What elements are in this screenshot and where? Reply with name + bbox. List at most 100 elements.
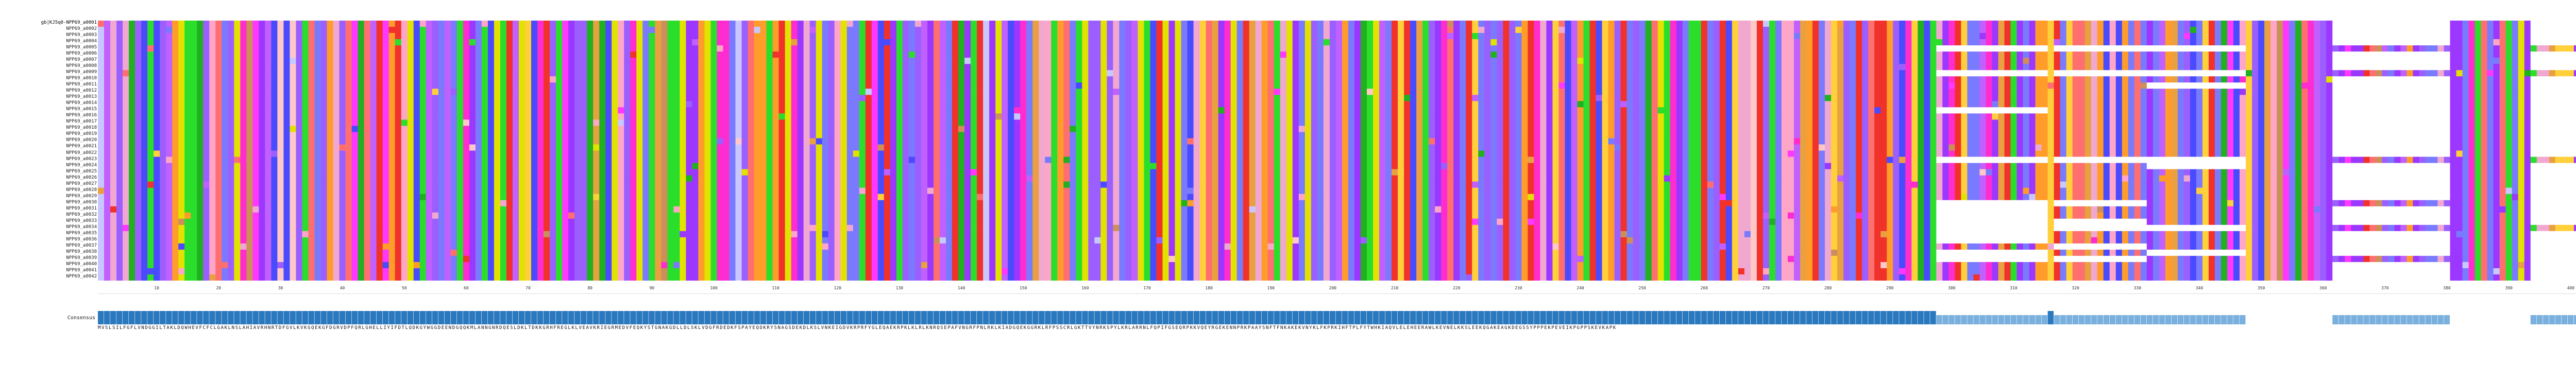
sequence-name[interactable]: NPP69_a0008 (66, 63, 97, 69)
residue-cell (351, 70, 359, 77)
sequence-name[interactable]: NPP69_a0037 (66, 243, 97, 248)
residue-cell (2419, 70, 2426, 77)
sequence-name[interactable]: NPP69_a0016 (66, 113, 97, 118)
residue-cell (432, 45, 439, 52)
residue-cell (1076, 82, 1082, 89)
sequence-name[interactable]: NPP69_a0003 (66, 32, 97, 38)
sequence-name[interactable]: NPP69_a0028 (66, 187, 97, 193)
sequence-name[interactable]: NPP69_a0027 (66, 181, 97, 186)
residue-cell (1323, 76, 1330, 83)
sequence-name[interactable]: NPP69_a0015 (66, 107, 97, 112)
sequence-name[interactable]: NPP69_a0042 (66, 273, 97, 279)
sequence-name[interactable]: NPP69_a0029 (66, 193, 97, 199)
residue-cell (160, 39, 166, 46)
sequence-name[interactable]: NPP69_a0031 (66, 205, 97, 211)
residue-cell (1645, 51, 1652, 58)
sequence-name[interactable]: NPP69_a0014 (66, 100, 97, 106)
residue-cell (927, 64, 934, 71)
alignment-matrix[interactable] (98, 21, 2576, 281)
residue-cell (865, 33, 872, 40)
sequence-name[interactable]: NPP69_a0040 (66, 261, 97, 267)
residue-cell (2016, 33, 2023, 40)
residue-cell (1206, 27, 1213, 33)
sequence-name[interactable]: NPP69_a0005 (66, 45, 97, 50)
sequence-name[interactable]: NPP69_a0019 (66, 131, 97, 137)
residue-cell (1657, 82, 1665, 89)
residue-cell (717, 64, 723, 71)
residue-cell (1713, 21, 1720, 27)
residue-cell (475, 70, 482, 77)
sequence-name[interactable]: NPP69_a0026 (66, 175, 97, 180)
residue-cell (605, 58, 612, 64)
sequence-name[interactable]: NPP69_a0021 (66, 144, 97, 149)
residue-cell (215, 33, 222, 40)
sequence-name[interactable]: gb|KJ5q0-NPP69_a0001 (41, 20, 97, 25)
residue-cell (197, 70, 204, 77)
residue-cell (1868, 64, 1875, 71)
residue-cell (1329, 70, 1336, 77)
residue-cell (178, 51, 185, 58)
sequence-name[interactable]: NPP69_a0007 (66, 57, 97, 63)
sequence-name[interactable]: NPP69_a0041 (66, 267, 97, 273)
sequence-name[interactable]: NPP69_a0025 (66, 168, 97, 174)
sequence-name[interactable]: NPP69_a0004 (66, 39, 97, 44)
sequence-name[interactable]: NPP69_a0017 (66, 119, 97, 125)
sequence-name[interactable]: NPP69_a0022 (66, 150, 97, 155)
sequence-name[interactable]: NPP69_a0024 (66, 162, 97, 168)
residue-cell (1255, 76, 1262, 83)
residue-cell (1447, 45, 1454, 52)
sequence-name[interactable]: NPP69_a0013 (66, 94, 97, 100)
residue-cell (2413, 51, 2419, 58)
residue-cell (2066, 89, 2073, 95)
residue-cell (2214, 33, 2222, 40)
residue-cell (1645, 82, 1652, 89)
residue-cell (358, 21, 365, 27)
residue-cell (1850, 51, 1856, 58)
sequence-name[interactable]: NPP69_a0020 (66, 137, 97, 143)
residue-cell (1738, 82, 1745, 89)
residue-cell (2524, 64, 2531, 71)
residue-cell (710, 45, 717, 52)
sequence-name[interactable]: NPP69_a0012 (66, 88, 97, 94)
sequence-name[interactable]: NPP69_a0035 (66, 230, 97, 236)
residue-cell (1837, 33, 1844, 40)
sequence-name[interactable]: NPP69_a0032 (66, 212, 97, 217)
sequence-name[interactable]: NPP69_a0039 (66, 255, 97, 261)
sequence-name[interactable]: NPP69_a0002 (66, 26, 97, 32)
residue-cell (537, 51, 544, 58)
sequence-name[interactable]: NPP69_a0036 (66, 236, 97, 242)
residue-cell (1119, 45, 1126, 52)
sequence-name[interactable]: NPP69_a0034 (66, 224, 97, 230)
residue-cell (1088, 64, 1095, 71)
sequence-name[interactable]: NPP69_a0030 (66, 199, 97, 205)
residue-cell (2481, 70, 2488, 77)
sequence-name[interactable]: NPP69_a0010 (66, 76, 97, 81)
residue-cell (1255, 33, 1262, 40)
residue-cell (2543, 82, 2550, 89)
sequence-name[interactable]: NPP69_a0009 (66, 70, 97, 75)
sequence-name[interactable]: NPP69_a0011 (66, 82, 97, 88)
sequence-name[interactable]: NPP69_a0023 (66, 156, 97, 162)
residue-cell (1422, 64, 1429, 71)
residue-cell (1076, 58, 1082, 64)
sequence-name[interactable]: NPP69_a0033 (66, 218, 97, 223)
residue-cell (382, 70, 389, 77)
residue-cell (2493, 51, 2500, 58)
sequence-name[interactable]: NPP69_a0018 (66, 125, 97, 131)
sequence-name[interactable]: NPP69_a0006 (66, 51, 97, 57)
residue-cell (667, 89, 674, 95)
residue-cell (2060, 27, 2067, 33)
residue-cell (822, 27, 829, 33)
residue-cell (680, 33, 686, 40)
sequence-name[interactable]: NPP69_a0038 (66, 249, 97, 254)
residue-cell (1453, 82, 1460, 89)
residue-cell (2543, 45, 2550, 52)
residue-cell (1961, 58, 1968, 64)
residue-cell (2060, 64, 2067, 71)
residue-cell (1014, 51, 1021, 58)
residue-cell (2308, 51, 2314, 58)
residue-cell (661, 70, 668, 77)
residue-cell (1039, 58, 1045, 64)
residue-cell (1026, 82, 1033, 89)
residue-cell (2524, 39, 2531, 46)
